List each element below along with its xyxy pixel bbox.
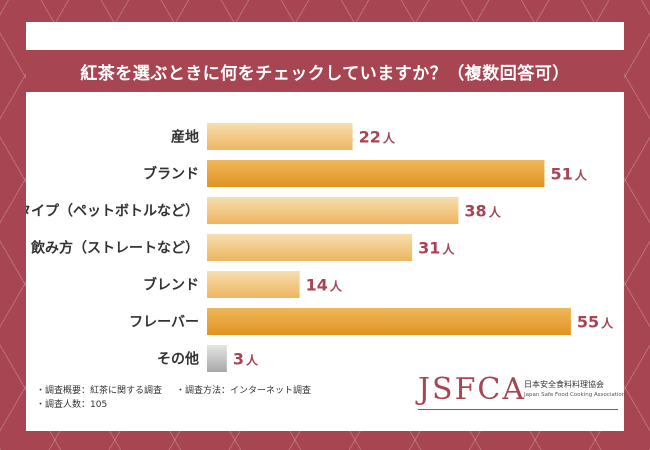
value-label: 14 人 xyxy=(306,276,343,295)
note-method: ・調査方法：インターネット調査 xyxy=(176,386,312,396)
category-label: 飲み方（ストレートなど） xyxy=(30,240,199,257)
bar xyxy=(207,123,353,150)
note-outline: ・調査概要：紅茶に関する調査 xyxy=(36,386,163,396)
value-label: 22 人 xyxy=(359,128,396,147)
title-bar: 紅茶を選ぶときに何をチェックしていますか？（複数回答可） xyxy=(26,50,624,92)
category-label: 産地 xyxy=(171,129,199,146)
category-label: その他 xyxy=(157,351,199,368)
bar xyxy=(207,271,300,298)
bar xyxy=(207,234,413,261)
bar xyxy=(207,197,459,224)
chart-title: 紅茶を選ぶときに何をチェックしていますか？（複数回答可） xyxy=(80,63,570,84)
value-label: 38 人 xyxy=(464,202,501,221)
chart-card: 紅茶を選ぶときに何をチェックしていますか？（複数回答可） 産地 22 人ブランド 51… xyxy=(26,22,625,431)
notes-line-2: ・調査人数：105 xyxy=(36,398,311,412)
jsfca-logo: JSFCA 日本安全食料料理協会 Japan Safe Food Cooking… xyxy=(418,372,625,412)
bar xyxy=(207,308,571,335)
category-label: ブレンド xyxy=(143,277,199,294)
bar xyxy=(207,160,545,187)
logo-underline xyxy=(418,409,618,410)
logo-wordmark: JSFCA xyxy=(418,372,527,407)
category-label: ブランド xyxy=(143,166,199,183)
value-label: 31 人 xyxy=(418,239,455,258)
note-count: ・調査人数：105 xyxy=(36,400,108,410)
survey-notes: ・調査概要：紅茶に関する調査 ・調査方法：インターネット調査 ・調査人数：105 xyxy=(36,384,311,412)
notes-line-1: ・調査概要：紅茶に関する調査 ・調査方法：インターネット調査 xyxy=(36,384,311,398)
logo-japanese-name: 日本安全食料料理協会 xyxy=(524,380,604,389)
category-label: タイプ（ペットボトルなど） xyxy=(26,204,199,220)
value-label: 55 人 xyxy=(577,313,614,332)
bar xyxy=(207,345,227,372)
category-label: フレーバー xyxy=(129,315,199,331)
value-label: 51 人 xyxy=(550,165,587,184)
logo-english-name: Japan Safe Food Cooking Association xyxy=(524,392,626,398)
